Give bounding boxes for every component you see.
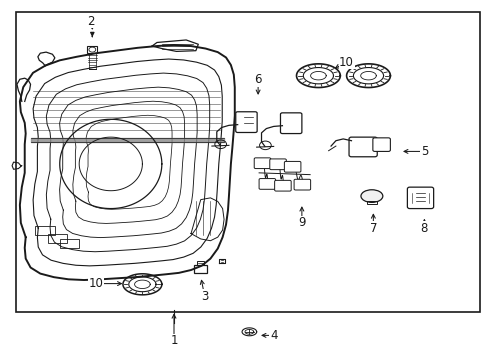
Text: 7: 7 (369, 222, 376, 235)
FancyBboxPatch shape (280, 113, 301, 134)
Text: 10: 10 (339, 55, 353, 69)
Bar (87, 46, 97, 53)
FancyBboxPatch shape (274, 180, 290, 191)
FancyBboxPatch shape (259, 179, 275, 189)
FancyBboxPatch shape (235, 112, 257, 132)
Bar (366, 201, 376, 204)
Text: 5: 5 (420, 145, 427, 158)
Text: 2: 2 (87, 14, 95, 27)
Text: 6: 6 (254, 73, 262, 86)
FancyBboxPatch shape (284, 161, 300, 172)
Text: 1: 1 (170, 334, 177, 347)
Bar (197, 261, 203, 265)
Text: 9: 9 (298, 216, 305, 229)
Bar (35, 226, 55, 235)
Text: 10: 10 (89, 277, 103, 290)
Text: 3: 3 (201, 289, 208, 303)
Text: 8: 8 (420, 222, 427, 235)
Text: 4: 4 (269, 329, 277, 342)
FancyBboxPatch shape (407, 187, 433, 208)
Bar (47, 234, 67, 243)
FancyBboxPatch shape (269, 159, 286, 170)
Bar (194, 265, 206, 273)
Bar (60, 239, 79, 248)
Ellipse shape (360, 190, 382, 202)
FancyBboxPatch shape (372, 138, 389, 152)
FancyBboxPatch shape (293, 179, 310, 190)
FancyBboxPatch shape (348, 137, 376, 157)
Bar (16, 12, 479, 312)
FancyBboxPatch shape (254, 158, 270, 168)
